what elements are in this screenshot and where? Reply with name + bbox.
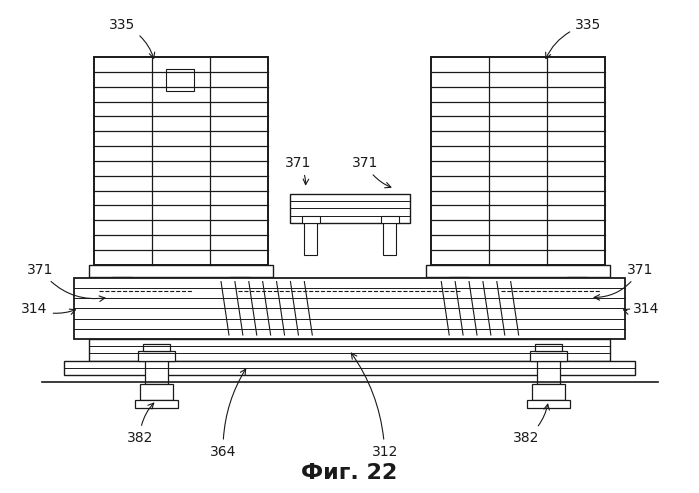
Bar <box>303 216 320 223</box>
Text: 371: 371 <box>594 263 653 300</box>
Text: 335: 335 <box>546 18 601 59</box>
Bar <box>64 361 635 375</box>
Bar <box>535 344 562 351</box>
Bar <box>449 277 469 318</box>
Bar <box>74 278 625 339</box>
Bar <box>526 400 570 408</box>
Bar <box>140 385 173 400</box>
Bar <box>230 277 250 318</box>
Text: 314: 314 <box>22 302 75 317</box>
Text: 364: 364 <box>210 369 245 458</box>
Bar <box>89 265 273 277</box>
Bar <box>383 223 396 255</box>
Text: 335: 335 <box>109 18 154 58</box>
Bar <box>94 57 268 265</box>
Bar <box>291 194 410 223</box>
Bar <box>89 339 610 361</box>
Bar <box>112 277 131 318</box>
Bar <box>530 351 568 361</box>
Bar <box>166 69 194 91</box>
Text: 371: 371 <box>27 263 105 301</box>
Text: 382: 382 <box>127 403 154 445</box>
Bar <box>145 361 168 385</box>
Bar <box>143 344 171 351</box>
Text: Фиг. 22: Фиг. 22 <box>301 463 397 484</box>
Bar <box>431 57 605 265</box>
Bar <box>381 216 398 223</box>
Text: 382: 382 <box>513 404 549 445</box>
Text: 371: 371 <box>352 156 391 188</box>
Text: 312: 312 <box>352 353 398 458</box>
Bar <box>426 265 610 277</box>
Bar <box>537 361 561 385</box>
Text: 371: 371 <box>285 156 312 185</box>
Bar <box>138 351 175 361</box>
Bar <box>568 277 587 318</box>
Bar <box>135 400 178 408</box>
Text: 314: 314 <box>624 302 659 317</box>
Bar <box>304 223 317 255</box>
Bar <box>531 385 565 400</box>
